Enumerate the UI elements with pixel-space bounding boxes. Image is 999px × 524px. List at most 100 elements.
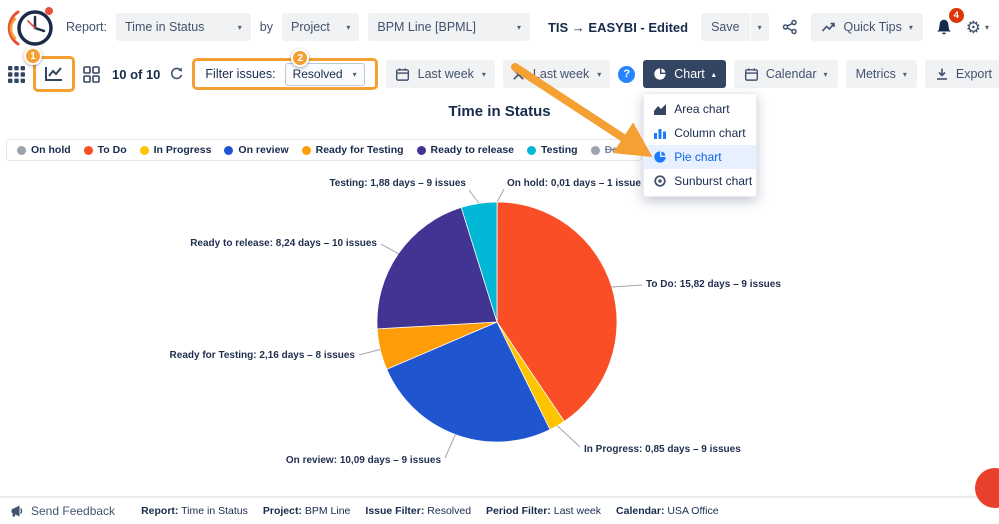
legend-dot	[301, 145, 311, 155]
board-view-button[interactable]	[83, 61, 100, 87]
chevron-up-icon: ▴	[711, 69, 716, 79]
legend-item-on-hold[interactable]: On hold	[17, 144, 71, 156]
filter-issues-select[interactable]: Resolved ▾	[284, 62, 365, 86]
group-by-dropdown[interactable]: Project ▾	[282, 13, 360, 41]
summary-report: Report: Time in Status	[141, 505, 248, 517]
legend-item-to-do[interactable]: To Do	[83, 144, 127, 156]
working-period-value: Last week	[532, 67, 590, 81]
calendar-icon	[744, 67, 758, 81]
date-range-dropdown[interactable]: Last week ▾	[385, 60, 495, 88]
pie-label-connector	[496, 188, 505, 203]
filter-issues-label: Filter issues:	[205, 67, 276, 81]
menu-item-column-chart[interactable]: Column chart	[644, 121, 756, 145]
bell-icon	[937, 19, 952, 35]
notifications-button[interactable]: 4	[932, 8, 964, 40]
chevron-down-icon: ▾	[902, 69, 907, 79]
summary-label: Period Filter:	[486, 505, 551, 517]
calendar-icon	[395, 67, 409, 81]
legend-item-on-review[interactable]: On review	[224, 144, 289, 156]
refresh-button[interactable]	[168, 61, 184, 87]
quick-tips-button[interactable]: Quick Tips ▾	[811, 13, 923, 41]
pie-label-connector	[611, 284, 643, 288]
step-2-badge: 2	[291, 49, 310, 67]
date-range-value: Last week	[417, 67, 474, 81]
refresh-icon	[171, 67, 183, 80]
chevron-down-icon: ▾	[985, 22, 990, 32]
export-button[interactable]: Export ▾	[924, 60, 999, 88]
legend-item-ready-to-release[interactable]: Ready to release	[416, 144, 514, 156]
pie-slice-label: Testing: 1,88 days – 9 issues	[329, 178, 466, 189]
legend-item-in-progress[interactable]: In Progress	[139, 144, 211, 156]
megaphone-icon	[11, 505, 23, 517]
menu-item-pie-chart[interactable]: Pie chart	[644, 145, 757, 169]
legend-dot	[527, 145, 536, 155]
metrics-button[interactable]: Metrics ▾	[845, 60, 917, 88]
legend-item-testing[interactable]: Testing	[527, 144, 578, 156]
send-feedback-label: Send Feedback	[31, 504, 116, 518]
pie-slice-label: In Progress: 0,85 days – 9 issues	[584, 444, 741, 455]
pie-label-connector	[358, 349, 381, 356]
summary-project: Project: BPM Line	[263, 505, 351, 517]
menu-item-label: Area chart	[674, 102, 730, 116]
report-type-dropdown[interactable]: Time in Status ▾	[116, 13, 251, 41]
project-dropdown[interactable]: BPM Line [BPML] ▾	[368, 13, 530, 41]
gear-icon: ⚙	[965, 17, 981, 37]
report-summary: Report: Time in Status Project: BPM Line…	[141, 505, 718, 517]
pie-slice-to-do[interactable]	[496, 201, 618, 422]
chart-button-label: Chart	[674, 67, 705, 81]
chart-type-button[interactable]: Chart ▴	[643, 60, 726, 88]
save-button[interactable]: Save	[701, 13, 750, 41]
chevron-down-icon: ▾	[757, 22, 762, 32]
summary-label: Calendar:	[616, 505, 665, 517]
pie-label-connector	[380, 243, 399, 255]
summary-value: Resolved	[427, 505, 472, 517]
pie-chart-icon	[654, 68, 666, 80]
chevron-down-icon: ▾	[823, 69, 828, 79]
quick-tips-label: Quick Tips	[843, 20, 902, 34]
summary-calendar: Calendar: USA Office	[616, 505, 719, 517]
working-period-dropdown[interactable]: Last week ▾	[502, 60, 611, 88]
calendar-settings-button[interactable]: Calendar ▾	[733, 60, 838, 88]
pie-slice-label: On hold: 0,01 days – 1 issue	[507, 178, 641, 189]
chart-view-button[interactable]	[36, 59, 72, 89]
step-1-badge: 1	[24, 47, 42, 65]
summary-value: BPM Line	[304, 505, 351, 517]
share-button[interactable]	[778, 14, 803, 40]
legend-label: Testing	[541, 144, 578, 156]
report-type-value: Time in Status	[125, 20, 205, 34]
sunburst-chart-icon	[653, 174, 667, 188]
legend-label: Ready to release	[430, 144, 514, 156]
pie-slice-label: Ready for Testing: 2,16 days – 8 issues	[170, 350, 356, 361]
settings-button[interactable]: ⚙ ▾	[966, 19, 989, 36]
summary-issue-filter: Issue Filter: Resolved	[365, 505, 471, 517]
chart-type-menu: Area chart Column chart Pie chart Sunbur…	[643, 93, 758, 197]
legend-label: On review	[238, 144, 289, 156]
help-button[interactable]: ?	[618, 65, 636, 83]
report-label: Report:	[66, 20, 107, 34]
download-icon	[936, 68, 947, 80]
chevron-down-icon: ▾	[481, 69, 486, 79]
menu-item-area-chart[interactable]: Area chart	[644, 97, 756, 121]
save-options-button[interactable]: ▾	[750, 13, 769, 41]
line-chart-icon	[45, 67, 62, 81]
menu-item-label: Pie chart	[674, 150, 722, 164]
legend-item-done[interactable]: Done	[590, 144, 631, 156]
crossed-tools-icon	[513, 68, 524, 80]
send-feedback-button[interactable]: Send Feedback	[10, 504, 115, 518]
clock-logo-icon	[7, 7, 53, 46]
notification-count-badge: 4	[948, 8, 964, 23]
area-chart-icon	[653, 102, 667, 116]
pie-label-connector	[444, 434, 456, 459]
menu-item-label: Sunburst chart	[674, 174, 753, 188]
pie-label-connector	[556, 425, 581, 448]
summary-label: Project:	[262, 505, 302, 517]
summary-value: USA Office	[667, 505, 719, 517]
legend-item-ready-for-testing[interactable]: Ready for Testing	[301, 144, 404, 156]
legend-dot	[224, 145, 234, 155]
table-view-button[interactable]	[8, 61, 25, 87]
chevron-down-icon: ▾	[908, 22, 913, 32]
menu-item-sunburst-chart[interactable]: Sunburst chart	[644, 169, 756, 193]
app-logo[interactable]	[4, 3, 60, 53]
pie-slice-label: Ready to release: 8,24 days – 10 issues	[190, 238, 377, 249]
save-label: Save	[711, 20, 740, 34]
